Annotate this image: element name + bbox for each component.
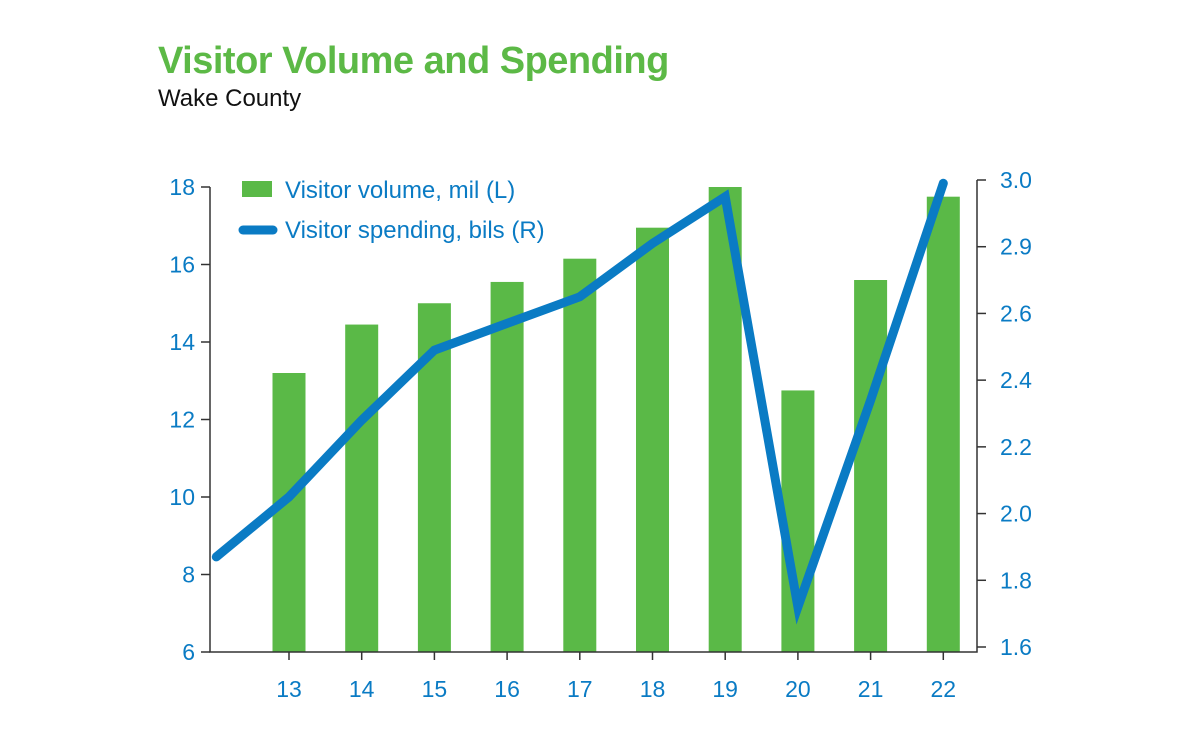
x-tick-label: 20: [785, 676, 811, 702]
right-tick-label: 2.0: [1000, 501, 1032, 527]
spending-line: [211, 178, 948, 625]
bar-22: [926, 196, 960, 652]
left-tick-label: 6: [182, 639, 195, 665]
bar-14: [345, 324, 379, 652]
x-tick-label: 15: [422, 676, 448, 702]
x-tick-label: 17: [567, 676, 593, 702]
x-tick-label: 19: [712, 676, 738, 702]
chart-subtitle: Wake County: [158, 85, 302, 112]
left-tick-label: 18: [169, 174, 195, 200]
bar-16: [490, 281, 524, 652]
x-tick-label: 14: [349, 676, 375, 702]
right-tick-label: 2.6: [1000, 300, 1032, 326]
right-tick-label: 3.0: [1000, 167, 1032, 193]
x-tick-label: 16: [494, 676, 520, 702]
left-tick-label: 8: [182, 562, 195, 588]
x-tick-label: 13: [276, 676, 302, 702]
right-tick-label: 2.9: [1000, 234, 1032, 260]
bar-13: [272, 373, 306, 652]
left-tick-label: 16: [169, 252, 195, 278]
legend-label-spending: Visitor spending, bils (R): [285, 217, 545, 244]
right-tick-label: 1.6: [1000, 634, 1032, 660]
left-tick-label: 10: [169, 484, 195, 510]
legend-swatch-volume: [242, 181, 272, 197]
right-tick-label: 2.2: [1000, 434, 1032, 460]
x-tick-label: 18: [640, 676, 666, 702]
chart-title: Visitor Volume and Spending: [158, 40, 669, 82]
left-tick-label: 14: [169, 329, 195, 355]
bar-17: [563, 258, 597, 652]
x-tick-label: 21: [858, 676, 884, 702]
left-tick-label: 12: [169, 407, 195, 433]
right-tick-label: 2.4: [1000, 367, 1032, 393]
bar-21: [854, 280, 888, 652]
bar-18: [636, 227, 669, 652]
right-tick-label: 1.8: [1000, 567, 1032, 593]
legend-label-volume: Visitor volume, mil (L): [285, 177, 515, 204]
x-tick-label: 22: [931, 676, 957, 702]
